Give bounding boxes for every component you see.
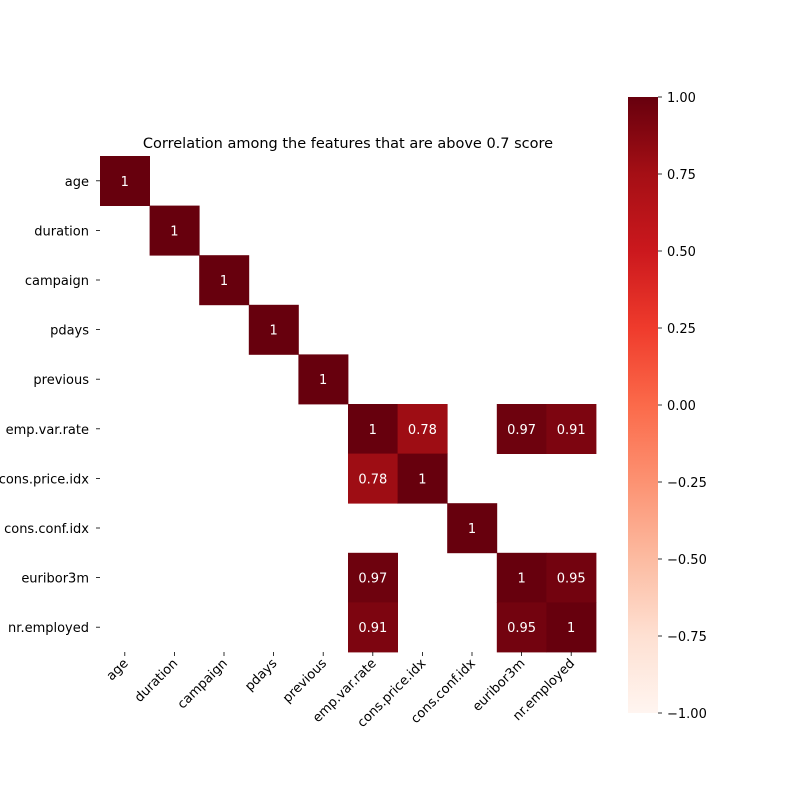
y-tick-label: cons.conf.idx bbox=[4, 522, 89, 537]
colorbar-tick-label: 0.50 bbox=[667, 245, 696, 260]
colorbar-tick-label: −1.00 bbox=[667, 707, 707, 722]
cell-value-label: 0.95 bbox=[507, 621, 536, 636]
cell-value-label: 1 bbox=[567, 621, 575, 636]
y-tick-label: emp.var.rate bbox=[6, 423, 89, 438]
y-tick-label: previous bbox=[33, 373, 89, 388]
cell-value-label: 1 bbox=[319, 373, 327, 388]
colorbar-tick-label: −0.75 bbox=[667, 630, 707, 645]
colorbar-tick-label: 0.75 bbox=[667, 168, 696, 183]
heatmap-cell bbox=[546, 602, 597, 653]
cell-value-label: 0.91 bbox=[358, 621, 387, 636]
cell-value-label: 0.78 bbox=[358, 472, 387, 487]
colorbar-tick-label: −0.50 bbox=[667, 553, 707, 568]
heatmap-cell bbox=[397, 404, 448, 454]
heatmap-cell bbox=[100, 156, 150, 206]
cell-value-label: 1 bbox=[369, 423, 377, 438]
heatmap-cell bbox=[348, 552, 398, 603]
heatmap-cell bbox=[546, 404, 597, 454]
heatmap-cell bbox=[447, 503, 498, 554]
chart-title: Correlation among the features that are … bbox=[143, 136, 553, 152]
y-tick-label: age bbox=[65, 175, 89, 190]
colorbar-tick-label: 0.25 bbox=[667, 322, 696, 337]
heatmap-cell bbox=[298, 354, 349, 405]
x-tick-label: pdays bbox=[242, 656, 280, 694]
cell-value-label: 1 bbox=[468, 522, 476, 537]
heatmap-cell bbox=[546, 552, 597, 603]
x-tick-label: previous bbox=[280, 656, 330, 706]
cell-value-label: 0.97 bbox=[358, 572, 387, 587]
x-tick-label: duration bbox=[132, 656, 181, 705]
colorbar-tick-label: 0.00 bbox=[667, 399, 696, 414]
cell-value-label: 1 bbox=[220, 274, 228, 289]
cell-value-label: 1 bbox=[269, 324, 277, 339]
x-tick-label: campaign bbox=[175, 656, 231, 712]
heatmap-cell bbox=[496, 552, 547, 603]
y-tick-label: duration bbox=[34, 224, 89, 239]
heatmap-cell bbox=[496, 404, 547, 454]
cell-value-label: 0.97 bbox=[507, 423, 536, 438]
colorbar bbox=[628, 97, 658, 713]
heatmap-cell bbox=[248, 304, 299, 355]
heatmap-cells: 1 1 1 1 1 1 0.78 0.97 0.91 0.78 1 1 0.97 1 0.95 0.91 0.9… bbox=[100, 156, 597, 653]
y-tick-label: euribor3m bbox=[21, 572, 89, 587]
y-tick-label: campaign bbox=[25, 274, 89, 289]
y-tick-label: pdays bbox=[50, 324, 89, 339]
cell-value-label: 1 bbox=[121, 175, 129, 190]
heatmap-cell bbox=[496, 602, 547, 653]
cell-value-label: 1 bbox=[517, 572, 525, 587]
y-tick-labels: age duration campaign pdays previous emp.var.… bbox=[0, 175, 100, 636]
colorbar-ticks: 1.00 0.75 0.50 0.25 0.00 −0.25 −0.50 −0.75 −1.00 bbox=[658, 91, 707, 722]
heatmap-cell bbox=[348, 602, 398, 653]
x-tick-label: age bbox=[104, 656, 132, 684]
colorbar-tick-label: −0.25 bbox=[667, 476, 707, 491]
heatmap-cell bbox=[199, 255, 250, 306]
cell-value-label: 0.91 bbox=[557, 423, 586, 438]
cell-value-label: 0.95 bbox=[557, 572, 586, 587]
cell-value-label: 0.78 bbox=[408, 423, 437, 438]
cell-value-label: 1 bbox=[418, 472, 426, 487]
heatmap-cell bbox=[348, 404, 398, 454]
colorbar-tick-label: 1.00 bbox=[667, 91, 696, 106]
cell-value-label: 1 bbox=[170, 224, 178, 239]
y-tick-label: nr.employed bbox=[8, 621, 89, 636]
heatmap-cell bbox=[149, 205, 200, 256]
y-tick-label: cons.price.idx bbox=[0, 472, 89, 487]
heatmap-cell bbox=[348, 453, 398, 504]
heatmap-cell bbox=[397, 453, 448, 504]
